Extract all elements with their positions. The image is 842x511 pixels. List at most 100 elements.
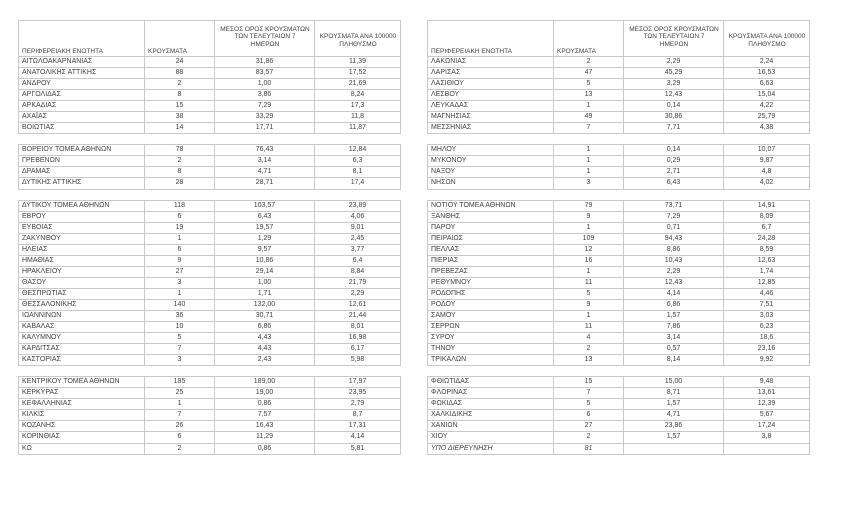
table-row: ΙΩΑΝΝΙΝΩΝ 36 30,71 21,44	[18, 309, 401, 323]
table-row: ΠΕΙΡΑΙΩΣ 109 94,43 24,28	[427, 232, 810, 245]
region-cell: ΚΑΛΥΜΝΟΥ	[18, 332, 145, 345]
region-cell: ΑΝΑΤΟΛΙΚΗΣ ΑΤΤΙΚΗΣ	[18, 67, 145, 80]
cases-cell: 1	[144, 398, 215, 411]
table-row: ΝΑΞΟΥ 1 2,71 4,8	[427, 166, 810, 179]
avg7-cell: 1,57	[623, 431, 724, 444]
cases-cell: 24	[144, 55, 215, 69]
per100k-cell: 5,81	[314, 442, 401, 455]
table-row: ΚΑΛΥΜΝΟΥ 5 4,43 16,98	[18, 332, 401, 345]
cases-cell: 1	[553, 265, 624, 278]
table-row: ΑΙΤΩΛΟΑΚΑΡΝΑΝΙΑΣ 24 31,86 11,39	[18, 55, 401, 69]
region-cell: ΑΝΔΡΟΥ	[18, 78, 145, 91]
per100k-cell: 6,3	[314, 155, 401, 168]
col-header-region: ΠΕΡΙΦΕΡΕΙΑΚΗ ΕΝΟΤΗΤΑ	[18, 20, 145, 57]
avg7-cell: 31,86	[214, 55, 315, 69]
avg7-cell: 30,86	[623, 111, 724, 124]
region-cell: ΛΑΣΙΘΙΟΥ	[427, 78, 554, 91]
col-header-cases: ΚΡΟΥΣΜΑΤΑ	[144, 20, 215, 57]
cases-cell: 5	[553, 287, 624, 300]
table-header: ΠΕΡΙΦΕΡΕΙΑΚΗ ΕΝΟΤΗΤΑ ΚΡΟΥΣΜΑΤΑ ΜΕΣΟΣ ΟΡΟ…	[427, 20, 810, 57]
avg7-cell: 0,14	[623, 144, 724, 157]
cases-cell: 6	[144, 243, 215, 256]
table-row: ΔΡΑΜΑΣ 8 4,71 8,1	[18, 166, 401, 179]
cases-cell: 12	[553, 243, 624, 256]
per100k-cell: 23,16	[723, 343, 810, 356]
region-cell: ΦΛΩΡΙΝΑΣ	[427, 387, 554, 400]
table-row: ΣΥΡΟΥ 4 3,14 18,6	[427, 332, 810, 345]
cases-cell: 27	[553, 420, 624, 433]
region-cell: ΡΟΔΟΥ	[427, 298, 554, 311]
col-header-per100k: ΚΡΟΥΣΜΑΤΑ ΑΝΑ 100000 ΠΛΗΘΥΣΜΟ	[314, 20, 401, 57]
per100k-cell: 15,04	[723, 89, 810, 102]
per100k-cell: 5,67	[723, 409, 810, 422]
table-row: ΡΟΔΟΥ 9 6,86 7,51	[427, 298, 810, 311]
avg7-cell: 1,00	[214, 78, 315, 91]
cases-cell: 16	[553, 254, 624, 267]
table-row: ΘΕΣΣΑΛΟΝΙΚΗΣ 140 132,00 12,61	[18, 298, 401, 311]
per100k-cell: 17,3	[314, 100, 401, 113]
cases-cell: 11	[553, 321, 624, 334]
per100k-cell: 7,51	[723, 298, 810, 311]
region-cell: ΒΟΙΩΤΙΑΣ	[18, 122, 145, 135]
avg7-cell: 4,43	[214, 332, 315, 345]
cases-cell: 11	[553, 276, 624, 289]
col-header-region: ΠΕΡΙΦΕΡΕΙΑΚΗ ΕΝΟΤΗΤΑ	[427, 20, 554, 57]
per100k-cell: 3,8	[723, 431, 810, 444]
table-row: ΛΕΥΚΑΔΑΣ 1 0,14 4,22	[427, 100, 810, 113]
per100k-cell: 6,23	[723, 321, 810, 334]
region-cell: ΜΕΣΣΗΝΙΑΣ	[427, 122, 554, 135]
region-cell: ΠΙΕΡΙΑΣ	[427, 254, 554, 267]
region-cell: ΡΕΘΥΜΝΟΥ	[427, 276, 554, 289]
cases-cell: 2	[144, 155, 215, 168]
table-row: ΝΗΣΩΝ 3 6,43 4,02	[427, 177, 810, 190]
table-row: ΠΙΕΡΙΑΣ 16 10,43 12,63	[427, 254, 810, 267]
table-row: ΜΕΣΣΗΝΙΑΣ 7 7,71 4,38	[427, 122, 810, 135]
table-row: ΘΑΣΟΥ 3 1,00 21,79	[18, 276, 401, 289]
group-spacer-cell	[18, 189, 401, 201]
cases-cell: 2	[553, 431, 624, 444]
avg7-cell: 10,86	[214, 254, 315, 267]
cases-cell: 7	[144, 409, 215, 422]
table-row: ΥΠΟ ΔΙΕΡΕΥΝΗΣΗ 81	[427, 442, 810, 455]
region-cell: ΑΡΓΟΛΙΔΑΣ	[18, 89, 145, 102]
table-row: ΚΕΦΑΛΛΗΝΙΑΣ 1 0,86 2,79	[18, 398, 401, 411]
avg7-cell: 8,86	[623, 243, 724, 256]
region-cell: ΠΕΙΡΑΙΩΣ	[427, 232, 554, 245]
per100k-cell: 9,01	[314, 221, 401, 234]
per100k-cell: 10,07	[723, 144, 810, 157]
avg7-cell: 6,43	[623, 177, 724, 190]
region-cell: ΣΥΡΟΥ	[427, 332, 554, 345]
per100k-cell: 4,38	[723, 122, 810, 135]
avg7-cell: 73,71	[623, 199, 724, 212]
table-row: ΗΛΕΙΑΣ 6 9,57 3,77	[18, 243, 401, 256]
region-cell: ΦΩΚΙΔΑΣ	[427, 398, 554, 411]
per100k-cell: 12,39	[723, 398, 810, 411]
avg7-cell: 2,71	[623, 166, 724, 179]
region-cell: ΞΑΝΘΗΣ	[427, 210, 554, 223]
region-cell: ΠΡΕΒΕΖΑΣ	[427, 265, 554, 278]
per100k-cell: 8,59	[723, 243, 810, 256]
cases-cell: 8	[144, 166, 215, 179]
cases-cell: 47	[553, 67, 624, 80]
region-cell: ΧΙΟΥ	[427, 431, 554, 444]
table-row: ΑΡΚΑΔΙΑΣ 15 7,29 17,3	[18, 100, 401, 113]
cases-cell: 78	[144, 144, 215, 157]
region-cell: ΛΕΣΒΟΥ	[427, 89, 554, 102]
per100k-cell: 8,01	[314, 321, 401, 334]
avg7-cell: 1,57	[623, 309, 724, 323]
per100k-cell: 21,69	[314, 78, 401, 91]
region-cell: ΦΘΙΩΤΙΔΑΣ	[427, 376, 554, 389]
region-cell: ΖΑΚΥΝΘΟΥ	[18, 232, 145, 245]
cases-cell: 2	[144, 78, 215, 91]
region-cell: ΝΟΤΙΟΥ ΤΟΜΕΑ ΑΘΗΝΩΝ	[427, 199, 554, 212]
region-cell: ΝΗΣΩΝ	[427, 177, 554, 190]
avg7-cell: 23,86	[623, 420, 724, 433]
per100k-cell: 11,8	[314, 111, 401, 124]
per100k-cell: 4,14	[314, 431, 401, 444]
region-cell: ΗΛΕΙΑΣ	[18, 243, 145, 256]
table-row: ΚΟΖΑΝΗΣ 26 16,43 17,31	[18, 420, 401, 433]
cases-cell: 6	[144, 431, 215, 444]
per100k-cell: 6,63	[723, 78, 810, 91]
region-cell: ΘΕΣΠΡΩΤΙΑΣ	[18, 287, 145, 300]
